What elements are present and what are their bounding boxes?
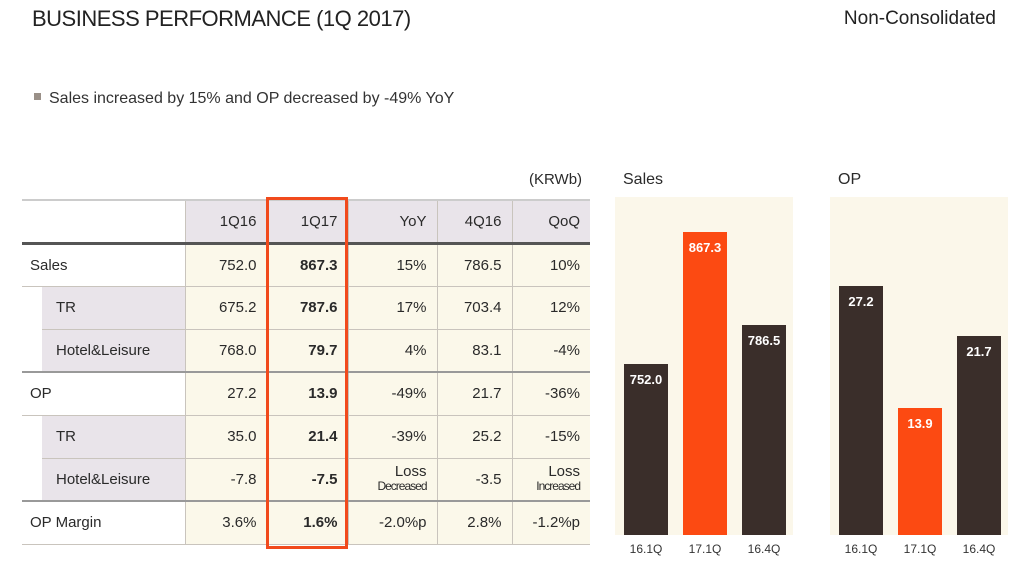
table-row: Hotel&Leisure 768.0 79.7 4% 83.1 -4% (22, 329, 590, 373)
data-label: 867.3 (688, 240, 722, 256)
table-cell: 83.1 (436, 329, 512, 373)
row-label: OP (22, 371, 185, 416)
table-cell: 2.8% (436, 500, 512, 545)
data-label: 13.9 (907, 415, 933, 431)
table-cell: -7.5 (266, 458, 348, 502)
table-cell: 27.2 (184, 371, 267, 416)
chart-panel-sales: 752.0 867.3 786.5 (615, 197, 793, 535)
x-tick-label: 16.1Q (844, 542, 878, 556)
row-label: Sales (22, 243, 185, 287)
x-tick-label: 16.1Q (629, 542, 663, 556)
data-label: 752.0 (629, 372, 663, 388)
cell-line: Decreased (377, 479, 427, 494)
table-cell: -36% (511, 371, 590, 416)
table-row: OP 27.2 13.9 -49% 21.7 -36% (22, 371, 590, 416)
table-cell: 787.6 (266, 286, 348, 330)
bar: 13.9 (898, 407, 942, 535)
table-row: Sales 752.0 867.3 15% 786.5 10% (22, 243, 590, 287)
data-label: 786.5 (747, 332, 781, 348)
indent (22, 286, 42, 329)
table-cell: -4% (511, 329, 590, 373)
table-cell: -39% (347, 415, 437, 459)
table-cell: 768.0 (184, 329, 267, 373)
scope-label: Non-Consolidated (843, 8, 996, 29)
table-cell: 35.0 (184, 415, 267, 459)
table-cell: Loss Increased (511, 458, 590, 502)
table-cell: 675.2 (184, 286, 267, 330)
cell-line: Increased (536, 479, 581, 494)
column-header: YoY (347, 199, 437, 245)
x-tick-label: 16.4Q (747, 542, 781, 556)
bar: 21.7 (957, 336, 1001, 535)
table-cell: 703.4 (436, 286, 512, 330)
bar: 752.0 (624, 364, 668, 535)
column-header: 4Q16 (436, 199, 512, 245)
summary-text: Sales increased by 15% and OP decreased … (49, 90, 455, 107)
table-cell: 4% (347, 329, 437, 373)
table-cell: 17% (347, 286, 437, 330)
chart-title: Sales (623, 171, 664, 188)
table-cell: 752.0 (184, 243, 267, 287)
bar: 27.2 (839, 285, 883, 535)
bar: 867.3 (683, 232, 727, 535)
column-header: 1Q16 (184, 199, 267, 245)
bullet-square-icon (34, 93, 41, 101)
table-cell: -1.2%p (511, 500, 590, 545)
data-label: 27.2 (848, 293, 874, 309)
table-cell: 3.6% (184, 500, 267, 545)
table-cell: -2.0%p (347, 500, 437, 545)
data-label: 21.7 (966, 344, 992, 360)
table-header-row: 1Q16 1Q17 YoY 4Q16 QoQ (22, 199, 590, 245)
table-cell: 25.2 (436, 415, 512, 459)
table-cell: 867.3 (266, 243, 348, 287)
table-row: Hotel&Leisure -7.8 -7.5 Loss Decreased -3.5 Lo… (22, 458, 590, 502)
column-header: 1Q17 (266, 199, 348, 245)
table-cell: 10% (511, 243, 590, 287)
indent (22, 458, 42, 501)
indent (22, 329, 42, 372)
cell-line: Loss (394, 463, 427, 481)
table-cell: 1.6% (266, 500, 348, 545)
performance-table: 1Q16 1Q17 YoY 4Q16 QoQ Sales 752.0 867.3 15% 786.… (22, 199, 590, 545)
table-cell: Loss Decreased (347, 458, 437, 502)
table-row: OP Margin 3.6% 1.6% -2.0%p 2.8% -1.2%p (22, 500, 590, 545)
row-label: TR (42, 286, 185, 330)
table-cell: 79.7 (266, 329, 348, 373)
table-cell: -15% (511, 415, 590, 459)
table-row: TR 35.0 21.4 -39% 25.2 -15% (22, 415, 590, 459)
table-cell: -7.8 (184, 458, 267, 502)
row-label: Hotel&Leisure (42, 329, 185, 373)
page-title: BUSINESS PERFORMANCE (1Q 2017) (32, 6, 411, 31)
row-label: Hotel&Leisure (42, 458, 185, 502)
table-row: TR 675.2 787.6 17% 703.4 12% (22, 286, 590, 330)
table-cell: 13.9 (266, 371, 348, 416)
table-cell: 12% (511, 286, 590, 330)
column-header: QoQ (511, 199, 590, 245)
summary-bullet: Sales increased by 15% and OP decreased … (34, 90, 454, 108)
indent (22, 415, 42, 458)
cell-line: Loss (548, 463, 580, 481)
header-blank (22, 199, 185, 245)
bar: 786.5 (742, 324, 786, 535)
table-cell: -3.5 (436, 458, 512, 502)
table-cell: 21.7 (436, 371, 512, 416)
x-tick-label: 17.1Q (688, 542, 722, 556)
table-cell: 21.4 (266, 415, 348, 459)
row-label: OP Margin (22, 500, 185, 545)
chart-panel-op: 27.2 13.9 21.7 (830, 197, 1008, 535)
chart-title: OP (838, 171, 862, 188)
table-cell: 15% (347, 243, 437, 287)
table-cell: 786.5 (436, 243, 512, 287)
table-cell: -49% (347, 371, 437, 416)
unit-label: (KRWb) (529, 171, 583, 188)
x-tick-label: 16.4Q (962, 542, 996, 556)
x-tick-label: 17.1Q (903, 542, 937, 556)
row-label: TR (42, 415, 185, 459)
